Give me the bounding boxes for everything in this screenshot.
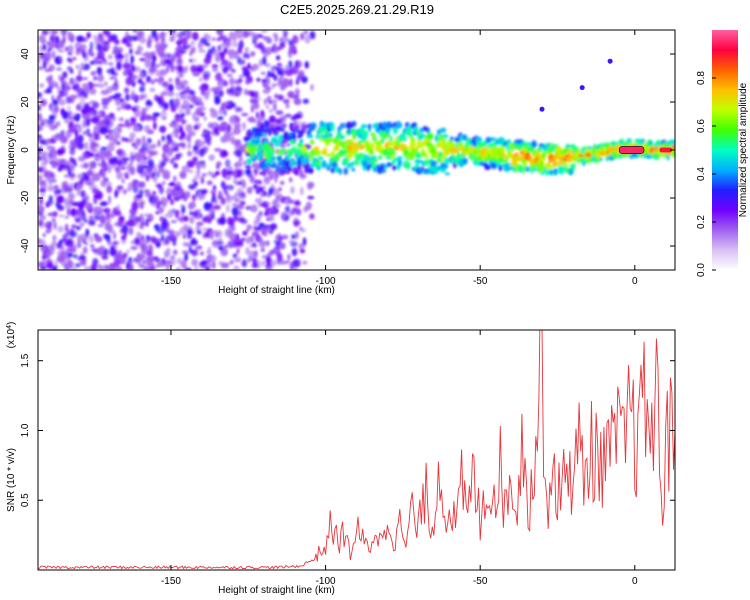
spectrogram-y-tick-label: -20 [20,190,31,205]
spectrogram-y-tick-label: 40 [20,48,31,60]
snr-x-label: Height of straight line (km) [218,585,335,596]
spectrogram-x-tick-label: 0 [632,276,638,287]
spectrogram-peak [618,146,645,154]
colorbar-ticks: 0.0 0.2 0.4 0.6 0.8 [696,71,716,277]
snr-x-tick-label: -150 [161,576,181,587]
snr-y-tick-label: 0.5 [20,493,31,507]
spectrogram-outlier [607,58,613,64]
spectrogram-x-ticks: -150 -100 -50 0 [161,30,638,287]
snr-scale-base: (x10 [6,328,17,348]
spectrogram-marks [38,30,675,270]
snr-scale-exponent: 4 [6,325,13,329]
spectrogram-x-tick-label: -100 [316,276,336,287]
colorbar-gradient [712,30,738,270]
spectrogram-outlier [579,85,585,91]
snr-x-ticks: -150 -100 -50 0 [161,330,638,587]
snr-panel: -150 -100 -50 0 0.5 1.0 1.5 Height of straigh… [6,322,676,596]
snr-x-tick-label: -100 [316,576,336,587]
spectrogram-y-tick-label: 20 [20,96,31,108]
spectrogram-peak-secondary [659,147,672,153]
spectrogram-x-tick-label: -50 [473,276,488,287]
snr-marks [38,330,675,570]
colorbar-tick-label: 0.0 [696,263,707,277]
snr-y-label: SNR (10 * v/v) [6,448,17,512]
spectrogram-y-tick-label: 0 [20,147,31,153]
colorbar-tick-label: 0.8 [696,71,707,85]
spectrogram-y-tick-label: -40 [20,238,31,253]
colorbar: 0.0 0.2 0.4 0.6 0.8 Normalized spectral ampl… [696,30,749,277]
snr-line [38,330,675,570]
snr-frame [37,329,676,571]
spectrogram-panel: -150 -100 -50 0 -40 -20 0 20 40 Height of strai… [6,29,676,296]
snr-x-tick-label: 0 [632,576,638,587]
spectrogram-outlier [539,106,545,112]
snr-x-tick-label: -50 [473,576,488,587]
snr-y-tick-label: 1.0 [20,423,31,437]
spectrogram-y-label: Frequency (Hz) [6,116,17,185]
spectrogram-x-label: Height of straight line (km) [218,285,335,296]
spectrogram-ridge [245,120,675,177]
colorbar-tick-label: 0.6 [696,119,707,133]
colorbar-tick-label: 0.4 [696,167,707,181]
colorbar-tick-label: 0.2 [696,215,707,229]
chart-title: C2E5.2025.269.21.29.R19 [280,2,434,17]
snr-scale-label: (x104) [6,322,18,349]
snr-y-tick-label: 1.5 [20,353,31,367]
snr-y-ticks: 0.5 1.0 1.5 [20,353,675,507]
snr-scale-close: ) [6,322,17,325]
spectrogram-y-ticks: -40 -20 0 20 40 [20,48,675,253]
spectrogram-x-tick-label: -150 [161,276,181,287]
colorbar-label: Normalized spectral amplitude [738,82,749,217]
